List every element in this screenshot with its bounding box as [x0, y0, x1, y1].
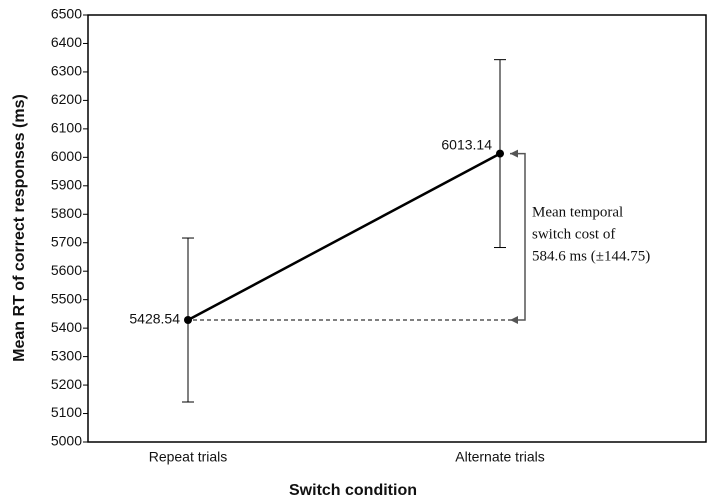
- annotation: Mean temporal: [532, 204, 623, 220]
- y-tick-label: 5400: [51, 319, 82, 335]
- arrowhead: [510, 316, 518, 325]
- data-label: 6013.14: [441, 136, 492, 152]
- arrowhead: [510, 149, 518, 158]
- x-axis-label: Switch condition: [289, 482, 417, 499]
- x-tick-label: Alternate trials: [455, 449, 544, 465]
- y-axis-label: Mean RT of correct responses (ms): [11, 94, 28, 362]
- y-tick-label: 6300: [51, 63, 82, 79]
- y-tick-label: 5300: [51, 347, 82, 363]
- x-tick-label: Repeat trials: [149, 449, 228, 465]
- y-tick-label: 5000: [51, 433, 82, 449]
- annotation: 584.6 ms (±144.75): [532, 248, 650, 264]
- annotation: switch cost of: [532, 226, 615, 242]
- y-tick-label: 5600: [51, 262, 82, 278]
- y-tick-label: 5900: [51, 177, 82, 193]
- point: [496, 149, 504, 158]
- point: [184, 316, 192, 325]
- y-tick-label: 6200: [51, 91, 82, 107]
- y-tick-label: 5200: [51, 376, 82, 392]
- data-label: 5428.54: [129, 311, 180, 327]
- y-tick-label: 6500: [51, 6, 82, 22]
- plot-frame: [87, 14, 707, 443]
- bracket: [510, 152, 526, 321]
- y-tick-label: 5500: [51, 290, 82, 306]
- y-tick-label: 5100: [51, 404, 82, 420]
- y-tick-label: 5800: [51, 205, 82, 221]
- y-tick-label: 6400: [51, 34, 82, 50]
- y-tick-label: 5700: [51, 233, 82, 249]
- y-tick-label: 6100: [51, 120, 82, 136]
- line: [187, 152, 501, 322]
- y-tick-label: 6000: [51, 148, 82, 164]
